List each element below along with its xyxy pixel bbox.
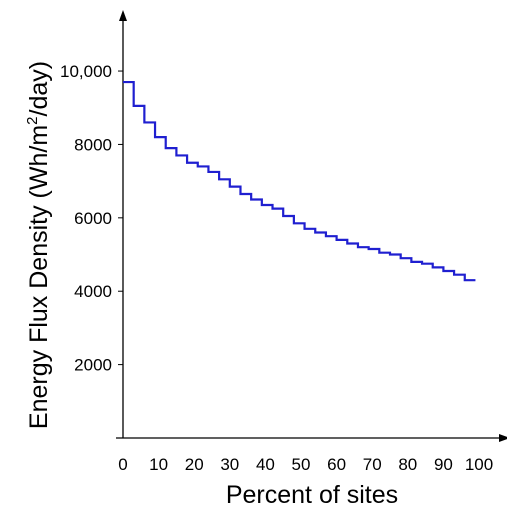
x-axis-arrow bbox=[499, 434, 507, 442]
y-axis-title-suffix: /day) bbox=[25, 61, 53, 117]
x-tick-label: 50 bbox=[292, 455, 311, 474]
x-tick-label: 70 bbox=[363, 455, 382, 474]
y-tick-label: 8000 bbox=[74, 135, 112, 154]
y-ticks: 2000 4000 6000 8000 10,000 bbox=[60, 62, 123, 375]
x-tick-label: 90 bbox=[434, 455, 453, 474]
x-tick-label: 10 bbox=[149, 455, 168, 474]
x-tick-label: 40 bbox=[256, 455, 275, 474]
x-ticks: 0 10 20 30 40 50 60 70 80 90 100 bbox=[118, 455, 493, 474]
x-axis-title: Percent of sites bbox=[226, 481, 398, 508]
y-axis-arrow bbox=[119, 10, 127, 21]
x-tick-label: 0 bbox=[118, 455, 127, 474]
x-tick-label: 20 bbox=[185, 455, 204, 474]
y-axis-title-superscript: 2 bbox=[24, 117, 41, 125]
y-axis-title-prefix: Energy Flux Density (Wh/m bbox=[25, 125, 53, 429]
x-tick-label: 100 bbox=[465, 455, 493, 474]
y-tick-label: 10,000 bbox=[60, 62, 112, 81]
x-tick-label: 60 bbox=[327, 455, 346, 474]
series-line bbox=[123, 80, 476, 282]
y-tick-label: 4000 bbox=[74, 282, 112, 301]
x-tick-label: 30 bbox=[220, 455, 239, 474]
y-tick-label: 6000 bbox=[74, 209, 112, 228]
x-tick-label: 80 bbox=[398, 455, 417, 474]
y-tick-label: 2000 bbox=[74, 356, 112, 375]
y-axis-title: Energy Flux Density (Wh/m2/day) bbox=[24, 61, 53, 429]
